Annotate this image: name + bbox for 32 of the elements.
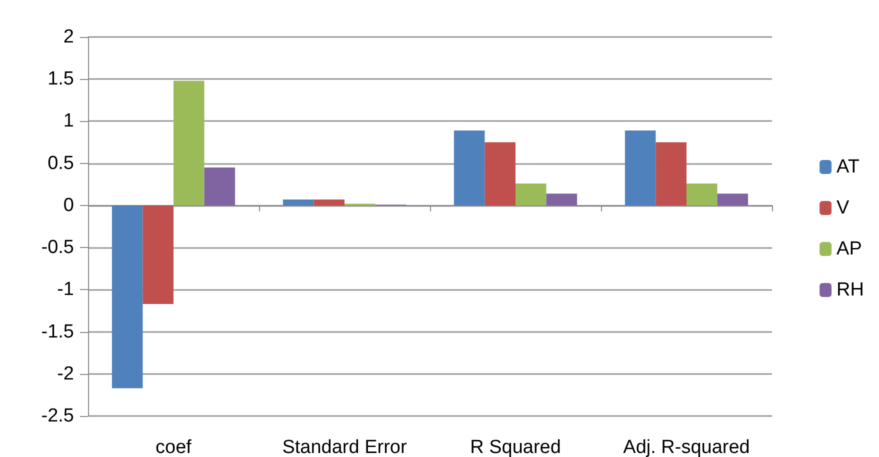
bar xyxy=(282,200,314,206)
bar xyxy=(454,130,485,206)
y-tick-label: 1.5 xyxy=(48,68,74,90)
x-tick-label: Standard Error xyxy=(282,437,408,457)
y-tick-label: 2 xyxy=(63,26,74,48)
y-tick-label: -0.5 xyxy=(41,237,74,258)
y-tick-label: -1.5 xyxy=(41,321,74,342)
bar xyxy=(142,205,174,304)
bar xyxy=(717,194,748,206)
legend-label: RH xyxy=(836,280,864,300)
bar xyxy=(686,184,718,206)
bar xyxy=(546,194,578,206)
bar xyxy=(174,80,204,206)
x-tick-label: Adj. R-squared xyxy=(623,437,750,457)
x-tick-label: coef xyxy=(156,437,192,457)
bar xyxy=(624,130,656,206)
legend-label: AP xyxy=(836,238,862,260)
bar xyxy=(314,200,344,206)
y-tick-label: 0.5 xyxy=(48,152,74,174)
bar xyxy=(656,142,686,206)
y-tick-label: -1 xyxy=(57,279,74,300)
bar xyxy=(112,205,143,388)
bar xyxy=(484,142,516,206)
y-tick-label: -2.5 xyxy=(41,406,74,426)
legend-label: AT xyxy=(836,156,860,178)
legend-label: V xyxy=(836,198,850,218)
y-tick-label: 1 xyxy=(63,110,74,132)
bar xyxy=(516,184,546,206)
y-tick-label: 0 xyxy=(63,194,74,216)
y-tick-label: -2 xyxy=(57,363,74,384)
bar xyxy=(204,168,236,206)
x-tick-label: R Squared xyxy=(470,437,561,457)
